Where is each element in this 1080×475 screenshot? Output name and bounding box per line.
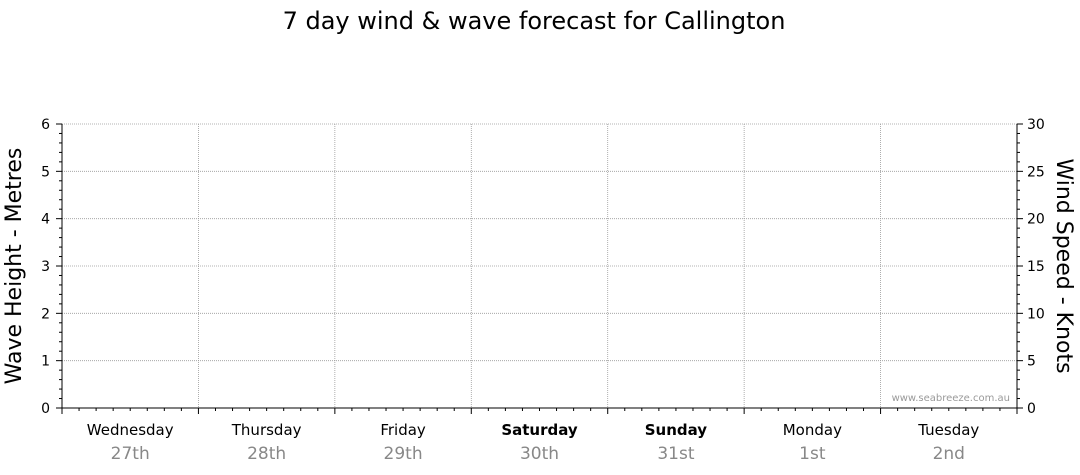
left-tick-label: 0	[41, 401, 50, 417]
day-name-label: Saturday	[501, 421, 578, 439]
left-tick-label: 4	[41, 212, 50, 228]
left-tick-label: 6	[41, 117, 50, 133]
grid-lines	[62, 123, 1017, 408]
day-date-label: 1st	[799, 444, 826, 464]
right-tick-label: 10	[1027, 306, 1045, 322]
day-date-label: 27th	[111, 444, 150, 464]
left-tick-label: 1	[41, 354, 50, 370]
right-axis-ticks: 0 5 10 15 20 25 30	[1017, 117, 1045, 417]
right-tick-label: 15	[1027, 259, 1045, 275]
credit-text: www.seabreeze.com.au	[892, 393, 1010, 404]
day-date-label: 30th	[520, 444, 559, 464]
left-tick-label: 3	[41, 259, 50, 275]
left-tick-label: 2	[41, 306, 50, 322]
axes	[61, 124, 1018, 414]
day-name-label: Sunday	[645, 421, 708, 439]
day-name-label: Wednesday	[87, 421, 174, 439]
day-name-label: Friday	[380, 421, 426, 439]
day-name-label: Thursday	[231, 421, 302, 439]
right-tick-label: 5	[1027, 354, 1036, 370]
day-date-label: 29th	[384, 444, 423, 464]
day-labels: Wednesday 27th Thursday 28th Friday 29th Satur…	[87, 421, 980, 464]
right-tick-label: 30	[1027, 117, 1045, 133]
day-date-label: 2nd	[933, 444, 965, 464]
day-date-label: 31st	[657, 444, 694, 464]
chart-title: 7 day wind & wave forecast for Callingto…	[283, 7, 786, 35]
right-axis-title: Wind Speed - Knots	[1051, 158, 1076, 373]
right-tick-label: 0	[1027, 401, 1036, 417]
day-date-label: 28th	[247, 444, 286, 464]
day-name-label: Tuesday	[917, 421, 979, 439]
left-axis-title: Wave Height - Metres	[2, 148, 27, 385]
right-tick-label: 25	[1027, 164, 1045, 180]
right-tick-label: 20	[1027, 212, 1045, 228]
left-axis-ticks: 0 1 2 3 4 5 6	[41, 117, 62, 417]
left-tick-label: 5	[41, 164, 50, 180]
day-name-label: Monday	[783, 421, 842, 439]
